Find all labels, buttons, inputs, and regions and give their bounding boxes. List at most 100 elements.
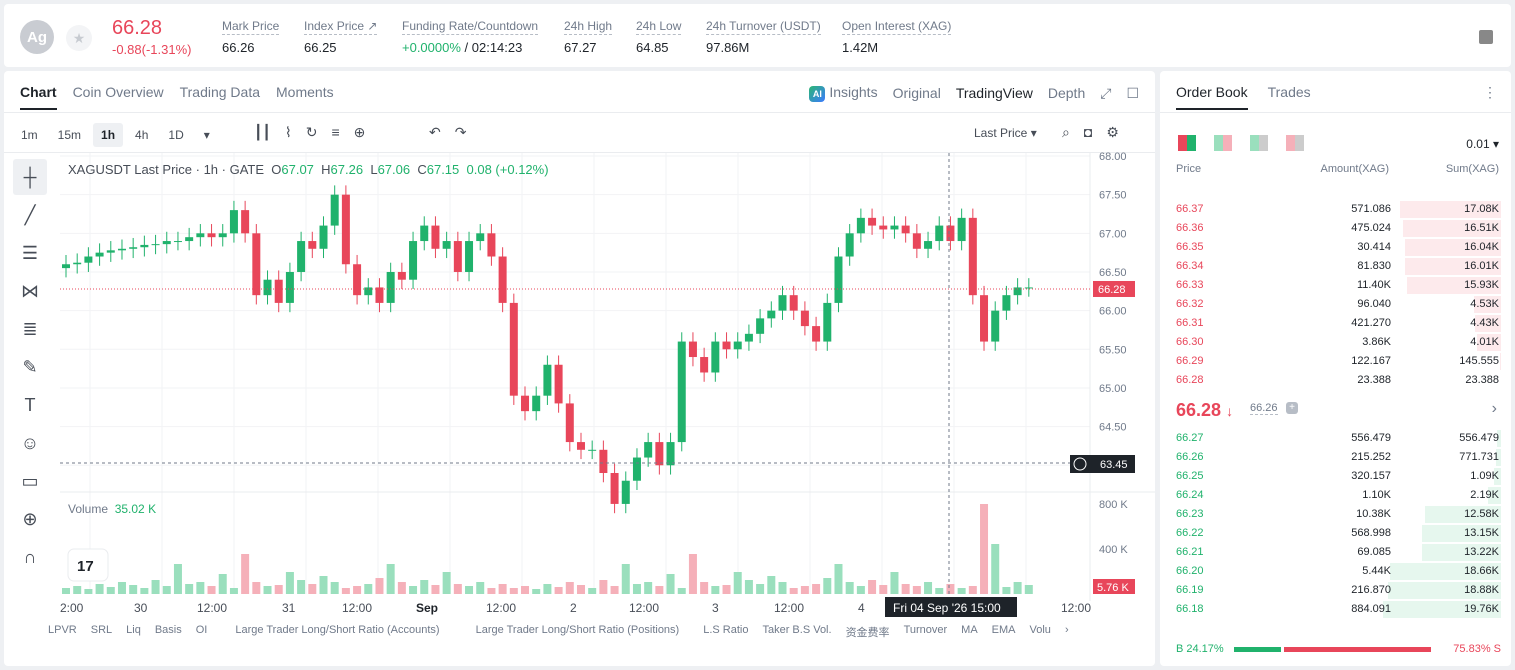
bid-row[interactable]: 66.25 320.157 1.09K (1160, 467, 1511, 486)
camera-icon[interactable]: ◘ (1083, 124, 1093, 140)
pattern-icon[interactable]: ⋈ (21, 280, 39, 301)
bid-row[interactable]: 66.22 568.998 13.15K (1160, 524, 1511, 543)
bid-row[interactable]: 66.26 215.252 771.731 (1160, 448, 1511, 467)
volume-bar (409, 586, 418, 594)
brush-icon[interactable]: ✎ (22, 356, 38, 377)
tick-size-select[interactable]: 0.01 ▾ (1466, 137, 1499, 151)
candle (285, 271, 294, 303)
ask-row[interactable]: 66.33 11.40K 15.93K (1160, 276, 1511, 295)
ind-liq[interactable]: Liq (126, 624, 141, 636)
view-original[interactable]: Original (892, 85, 941, 101)
candle (588, 449, 597, 451)
layout-bids-icon[interactable] (1250, 135, 1268, 151)
templates-icon[interactable]: ≡ (331, 124, 340, 140)
insights-button[interactable]: AI Insights (809, 84, 878, 102)
ask-row[interactable]: 66.31 421.270 4.43K (1160, 314, 1511, 333)
text-icon[interactable]: T (24, 394, 36, 415)
bid-row[interactable]: 66.20 5.44K 18.66K (1160, 562, 1511, 581)
add-order-icon (1073, 457, 1087, 471)
chevron-down-icon[interactable]: ▾ (203, 128, 210, 142)
emoji-icon[interactable]: ☺ (20, 432, 40, 453)
trendline-icon[interactable]: ╱ (24, 204, 36, 225)
time-tick: 12:00 (1061, 601, 1091, 615)
tab-coin-overview[interactable]: Coin Overview (72, 84, 164, 100)
crosshair-icon[interactable]: ┼ (13, 159, 47, 195)
ask-row[interactable]: 66.29 122.167 145.555 (1160, 352, 1511, 371)
bid-row[interactable]: 66.21 69.085 13.22K (1160, 543, 1511, 562)
chevron-right-icon[interactable]: › (1064, 624, 1069, 636)
ind-funding[interactable]: 资金费率 (845, 627, 890, 639)
stat-open-interest[interactable]: Open Interest (XAG) 1.42M (842, 19, 952, 55)
tf-4h[interactable]: 4h (135, 128, 149, 142)
favorite-star-icon[interactable]: ★ (66, 25, 92, 51)
ind-lpvr[interactable]: LPVR (48, 624, 77, 636)
candle (263, 279, 272, 296)
stat-mark-price[interactable]: Mark Price 66.26 (222, 19, 280, 55)
tab-chart[interactable]: Chart (20, 84, 57, 110)
bid-row[interactable]: 66.19 216.870 18.88K (1160, 581, 1511, 600)
tf-1d[interactable]: 1D (168, 128, 184, 142)
ind-volume[interactable]: Volu (1029, 624, 1051, 636)
bid-row[interactable]: 66.18 884.091 19.76K (1160, 600, 1511, 619)
stat-funding-rate[interactable]: Funding Rate/Countdown +0.0000% / 02:14:2… (402, 19, 539, 55)
layout-asks-icon[interactable] (1286, 135, 1304, 151)
redo-icon[interactable]: ↷ (454, 124, 467, 140)
price-source-select[interactable]: Last Price ▾ (974, 126, 1037, 140)
ind-turnover[interactable]: Turnover (903, 624, 948, 636)
book-icon[interactable] (1479, 30, 1493, 44)
layout-both-icon[interactable] (1178, 135, 1196, 151)
candle-type-icon[interactable]: ┃┃ (254, 124, 271, 140)
ind-oi[interactable]: OI (195, 624, 208, 636)
tf-15m[interactable]: 15m (57, 128, 82, 142)
gear-icon[interactable]: ⚙ (1106, 124, 1119, 140)
ask-row[interactable]: 66.32 96.040 4.53K (1160, 295, 1511, 314)
ind-ltlsr-positions[interactable]: Large Trader Long/Short Ratio (Positions… (475, 624, 680, 636)
zoom-in-icon[interactable]: ⊕ (22, 508, 38, 529)
ask-row[interactable]: 66.36 475.024 16.51K (1160, 219, 1511, 238)
ind-taker-vol[interactable]: Taker B.S Vol. (762, 624, 832, 636)
horizontal-lines-icon[interactable]: ☰ (21, 242, 39, 263)
bid-row[interactable]: 66.24 1.10K 2.19K (1160, 486, 1511, 505)
view-depth[interactable]: Depth (1047, 85, 1086, 101)
bid-row[interactable]: 66.27 556.479 556.479 (1160, 429, 1511, 448)
replay-icon[interactable]: ↻ (305, 124, 318, 140)
ask-row[interactable]: 66.35 30.414 16.04K (1160, 238, 1511, 257)
legend-open: 67.07 (281, 162, 314, 177)
ask-row[interactable]: 66.34 81.830 16.01K (1160, 257, 1511, 276)
tf-1h[interactable]: 1h (93, 123, 124, 147)
ask-row[interactable]: 66.28 23.388 23.388 (1160, 371, 1511, 390)
ruler-icon[interactable]: ▭ (21, 470, 39, 491)
bid-row[interactable]: 66.23 10.38K 12.58K (1160, 505, 1511, 524)
candle (711, 341, 720, 373)
tab-moments[interactable]: Moments (276, 84, 334, 100)
ind-ema[interactable]: EMA (991, 624, 1016, 636)
magnet-icon[interactable]: ∩ (23, 546, 37, 567)
add-alert-icon[interactable]: ⊕ (353, 124, 366, 140)
volume-bar (722, 585, 731, 594)
ask-row[interactable]: 66.30 3.86K 4.01K (1160, 333, 1511, 352)
ask-row[interactable]: 66.37 571.086 17.08K (1160, 200, 1511, 219)
ind-ltlsr-accounts[interactable]: Large Trader Long/Short Ratio (Accounts) (235, 624, 440, 636)
expand-icon[interactable]: ⤢ (1100, 84, 1112, 101)
ind-basis[interactable]: Basis (154, 624, 182, 636)
tab-order-book[interactable]: Order Book (1176, 84, 1248, 110)
indicator-bar: LPVR SRL Liq Basis OI Large Trader Long/… (48, 624, 1069, 640)
price-chart[interactable]: 68.00 67.50 67.00 66.50 66.00 65.50 65.00 64.50… (4, 71, 1155, 666)
ind-ls-ratio[interactable]: L.S Ratio (703, 624, 749, 636)
ind-ma[interactable]: MA (961, 624, 978, 636)
more-icon[interactable]: ⋮ (1483, 84, 1497, 100)
stat-index-price[interactable]: Index Price ↗ 66.25 (304, 19, 378, 55)
search-icon[interactable]: ⌕ (1062, 124, 1070, 140)
tab-trades[interactable]: Trades (1267, 84, 1311, 100)
chevron-right-icon[interactable]: › (1491, 400, 1497, 417)
undo-icon[interactable]: ↶ (429, 124, 441, 140)
fib-icon[interactable]: ≣ (22, 318, 38, 339)
ind-srl[interactable]: SRL (90, 624, 113, 636)
tab-trading-data[interactable]: Trading Data (179, 84, 261, 100)
tf-1m[interactable]: 1m (21, 128, 38, 142)
legend-high: 67.26 (330, 162, 364, 177)
indicators-icon[interactable]: ⌇ (284, 124, 292, 140)
layout-mixed-icon[interactable] (1214, 135, 1232, 151)
window-icon[interactable]: ☐ (1126, 84, 1139, 101)
view-tradingview[interactable]: TradingView (955, 85, 1033, 101)
